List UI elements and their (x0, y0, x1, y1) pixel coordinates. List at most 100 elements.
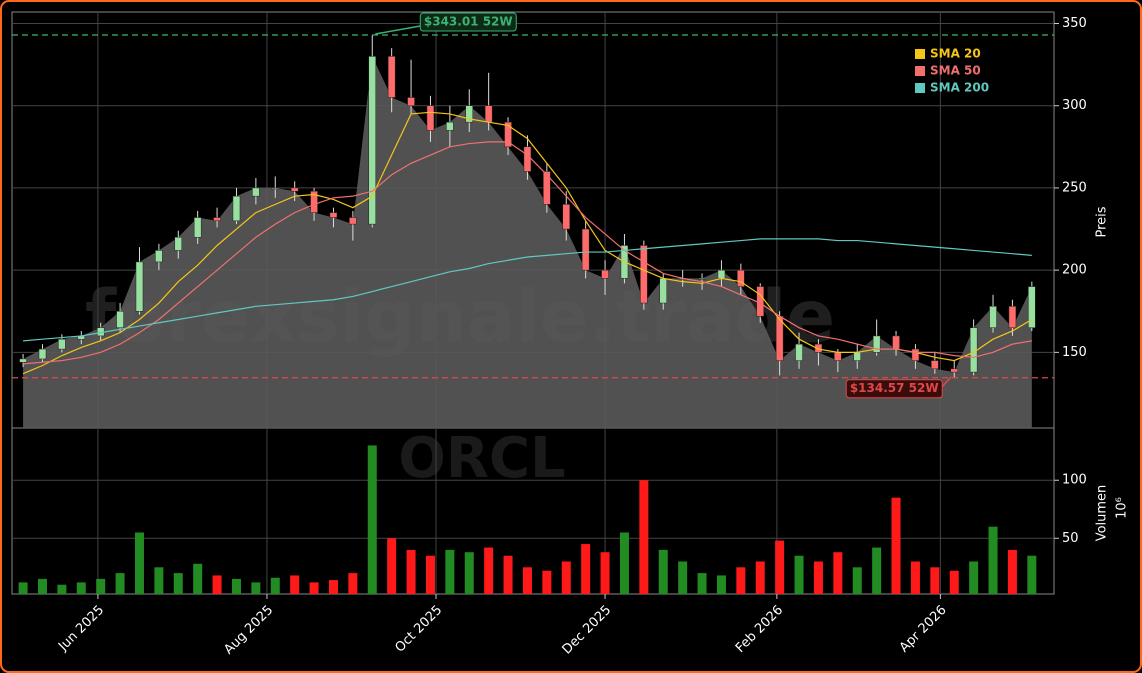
candle-body (504, 121, 512, 148)
y-tick-label: 350 (1062, 16, 1087, 31)
volume-bar (134, 532, 144, 594)
range-label: $134.57 52W (850, 381, 939, 395)
volume-bar (542, 570, 552, 594)
candle-body (116, 311, 124, 328)
legend-swatch (915, 83, 925, 93)
candle-body (969, 327, 978, 373)
candle-body (737, 269, 745, 287)
y-axis-label: Preis (1095, 206, 1110, 237)
volume-bar (193, 563, 203, 594)
range-label-box (845, 379, 943, 399)
candle-body (989, 306, 997, 328)
volume-bar (464, 552, 474, 594)
candle-body (698, 278, 706, 280)
volume-bar (367, 445, 377, 594)
candle-body (135, 261, 144, 312)
y-tick-label: 250 (1062, 180, 1087, 195)
candle-body (775, 315, 784, 361)
candle-body (174, 237, 183, 251)
candle-body (834, 352, 842, 361)
y2-tick-label: 50 (1062, 531, 1079, 546)
volume-bar (1027, 555, 1037, 594)
volume-bar (387, 538, 397, 594)
candle-body (271, 187, 280, 190)
price-area (23, 56, 1032, 428)
volume-bar (231, 578, 241, 594)
candle-body (795, 343, 803, 361)
volume-bar (18, 582, 28, 594)
volume-bar (969, 561, 979, 594)
volume-bar (813, 561, 823, 594)
volume-offset-label: 10⁶ (1115, 497, 1130, 519)
volume-bar (503, 555, 513, 594)
candle-body (892, 335, 900, 350)
candle-body (1028, 286, 1036, 328)
volume-bar (639, 480, 649, 594)
volume-bar (988, 526, 998, 594)
y-tick-label: 200 (1062, 263, 1087, 278)
candle-body (853, 352, 861, 361)
candle-body (193, 217, 202, 238)
candle-body (290, 187, 299, 192)
volume-bar (658, 549, 668, 594)
volume-bar (115, 573, 125, 594)
volume-bar (697, 573, 707, 594)
sma-line (23, 238, 1032, 342)
volume-bar (290, 575, 300, 594)
sma-line (23, 141, 1032, 365)
volume-bar (57, 584, 67, 594)
candle-body (950, 368, 958, 373)
volume-bar (309, 582, 319, 594)
candle-body (872, 335, 881, 353)
candle-body (543, 171, 551, 205)
volume-bar (930, 567, 940, 594)
watermark-symbol: ORCL (398, 426, 566, 491)
y2-tick-label: 100 (1062, 473, 1087, 488)
range-label: $343.01 52W (424, 15, 513, 29)
candle-body (155, 250, 163, 263)
volume-bar (949, 570, 959, 594)
candle-body (931, 360, 939, 370)
candle-body (426, 105, 435, 131)
volume-bar (484, 547, 494, 594)
range-arrow (940, 376, 952, 389)
volume-bar (348, 573, 358, 594)
volume-bar (1007, 549, 1017, 594)
sma-line (22, 111, 1033, 375)
candle-body (523, 146, 532, 172)
candle-body (232, 195, 241, 222)
candle-body (407, 97, 415, 106)
candle-body (213, 217, 221, 222)
legend-label: SMA 20 (930, 47, 981, 61)
candle-body (329, 212, 338, 218)
candle-body (446, 121, 454, 131)
candle-body (368, 56, 377, 225)
volume-bar (76, 582, 86, 594)
candle-body (814, 343, 823, 353)
candle-body (717, 269, 726, 279)
volume-bar (37, 578, 47, 594)
volume-bar (270, 577, 280, 594)
volume-bar (561, 561, 571, 594)
candle-body (19, 358, 27, 363)
candle-body (310, 190, 318, 213)
volume-bar (522, 567, 532, 594)
candle-body (38, 348, 47, 360)
candle-body (387, 56, 396, 98)
candle-body (659, 278, 667, 304)
candle-body (465, 105, 474, 123)
candle-body (581, 228, 590, 271)
volume-bar (852, 567, 862, 594)
volume-bar (910, 561, 920, 594)
volume-bar (891, 497, 901, 594)
legend-swatch (915, 66, 925, 76)
volume-bar (328, 580, 338, 594)
volume-bar (600, 552, 610, 594)
volume-bar (96, 578, 106, 594)
volume-bar (212, 575, 222, 594)
legend-swatch (915, 49, 925, 59)
volume-bar (775, 540, 785, 594)
volume-bar (833, 552, 843, 594)
candle-body (349, 217, 357, 225)
volume-bar (619, 532, 629, 594)
